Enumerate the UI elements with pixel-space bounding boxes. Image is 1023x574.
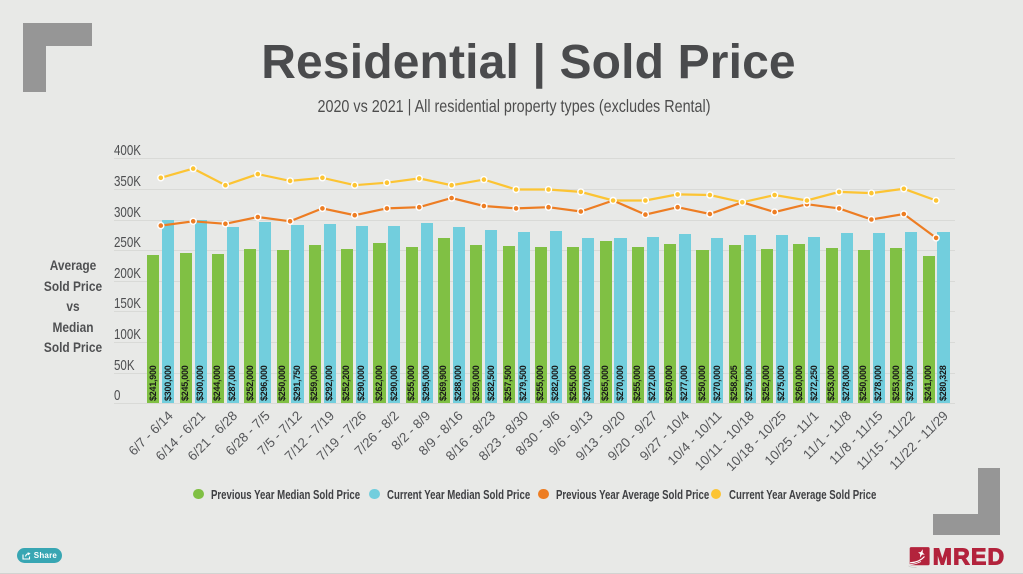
svg-text:MRED: MRED: [933, 543, 1006, 569]
